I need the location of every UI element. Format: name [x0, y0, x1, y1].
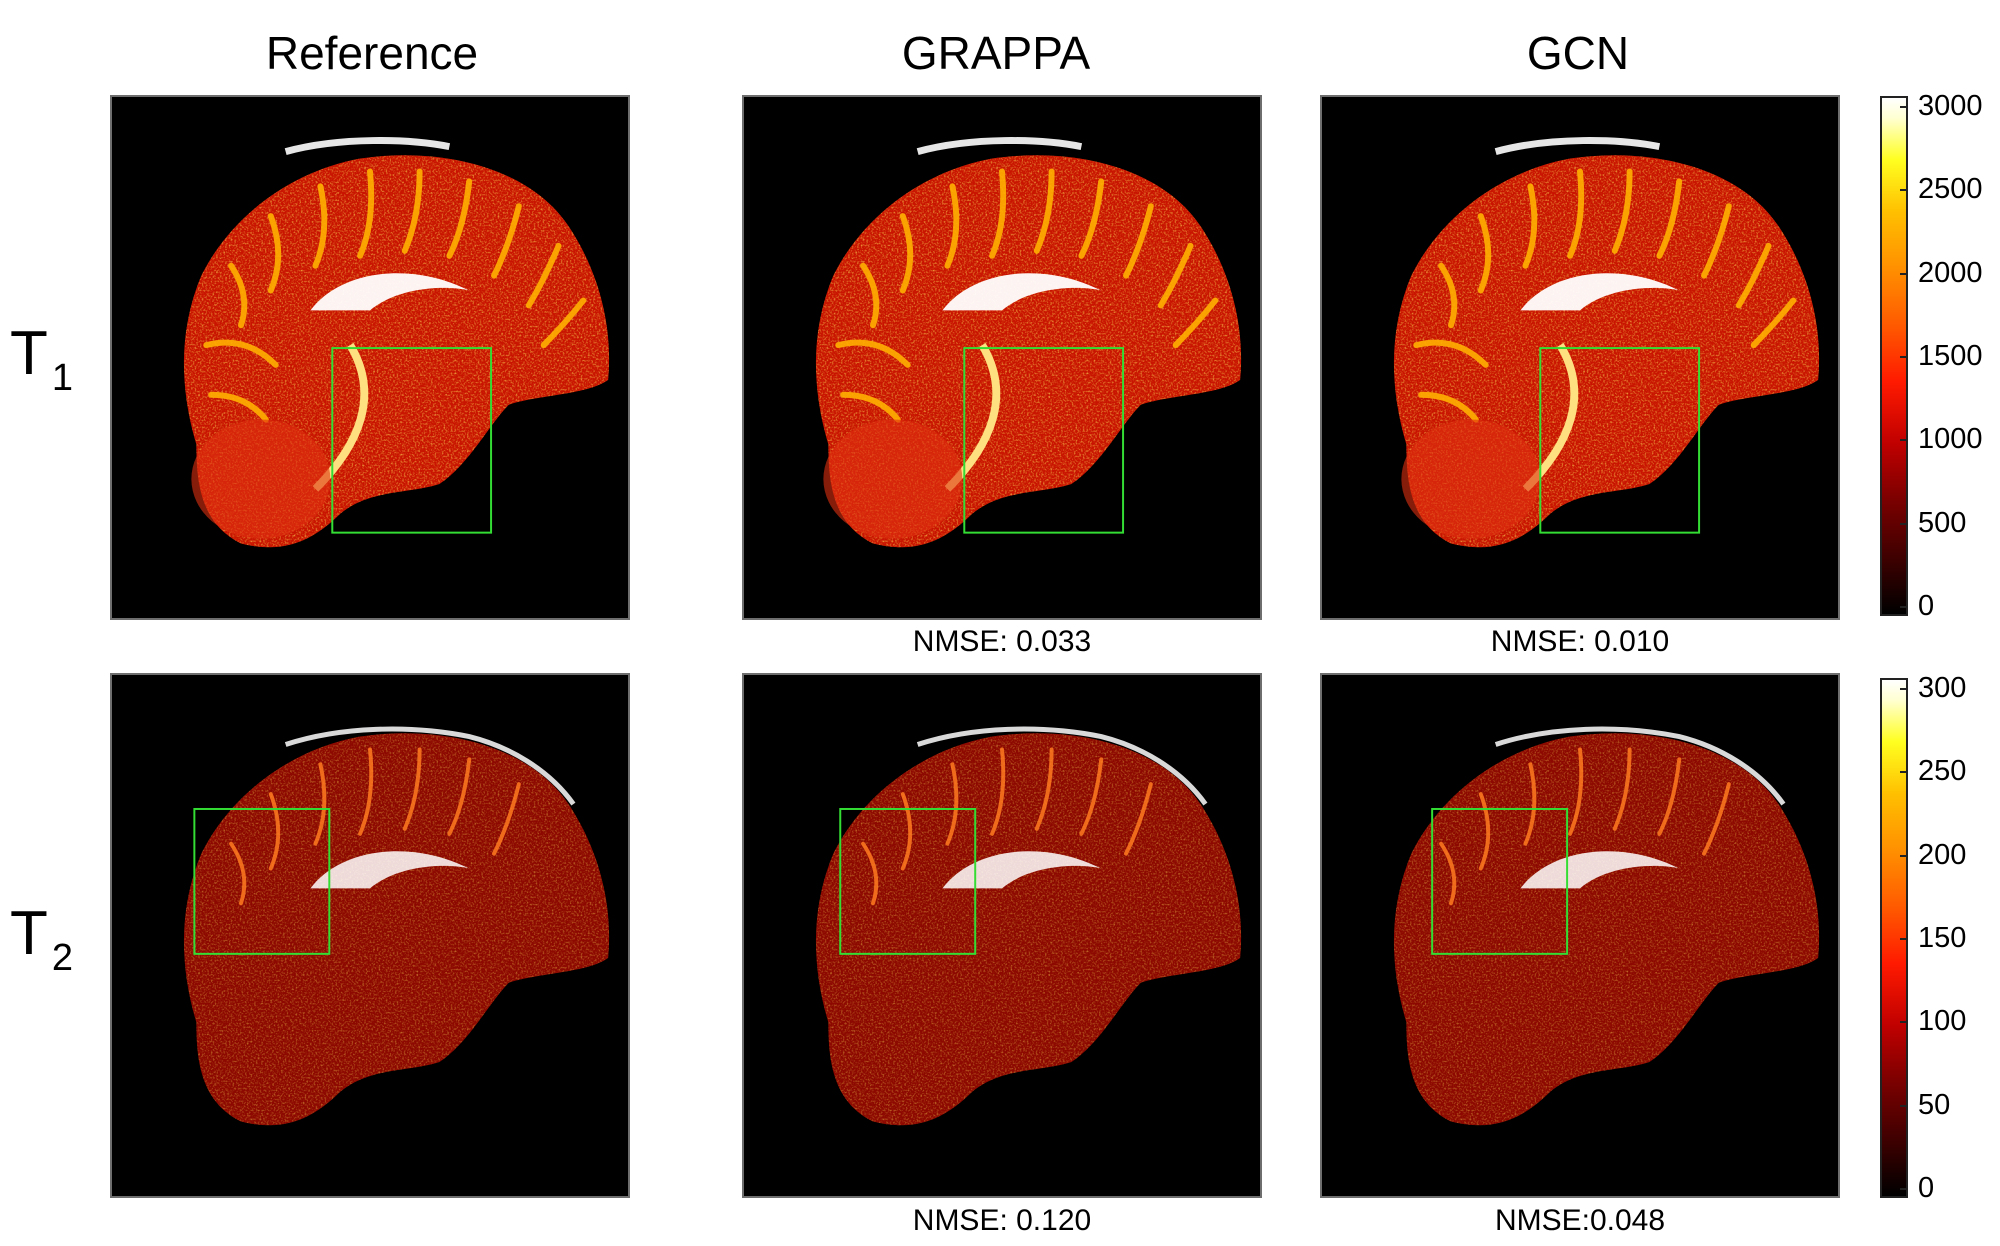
t1-grappa-image [742, 95, 1262, 620]
colorbar-tick-mark [1900, 189, 1908, 192]
roi-box [1431, 807, 1569, 955]
column-title-gcn: GCN [1526, 27, 1630, 79]
colorbar-tick-label: 50 [1918, 1088, 1951, 1121]
roi-box [331, 347, 493, 534]
colorbar-t1 [1880, 96, 1908, 616]
colorbar-tick-label: 150 [1918, 922, 1967, 954]
colorbar-tick-mark [1900, 522, 1908, 525]
colorbar-tick-label: 3000 [1918, 90, 1983, 122]
colorbar-tick-mark [1900, 106, 1908, 108]
column-title-grappa: GRAPPA [901, 27, 1091, 79]
t2-gcn-image [1320, 673, 1840, 1198]
colorbar-tick-label: 200 [1918, 838, 1967, 871]
nmse-t1-gcn: NMSE: 0.010 [1490, 625, 1670, 658]
colorbar-tick-mark [1900, 272, 1908, 275]
colorbar-tick-mark [1900, 439, 1908, 442]
roi-box [193, 807, 331, 955]
colorbar-tick-mark [1900, 688, 1908, 690]
column-title-reference: Reference [265, 27, 479, 79]
colorbar-tick-label: 1500 [1918, 340, 1983, 372]
colorbar-tick-label: 2000 [1918, 256, 1983, 289]
colorbar-tick-mark [1900, 356, 1908, 358]
colorbar-tick-label: 1000 [1918, 423, 1983, 456]
colorbar-tick-label: 250 [1918, 755, 1967, 788]
roi-box [839, 807, 977, 955]
colorbar-tick-mark [1900, 938, 1908, 940]
colorbar-tick-label: 100 [1918, 1005, 1967, 1038]
colorbar-tick-mark [1900, 771, 1908, 774]
colorbar-tick-mark [1900, 1104, 1908, 1107]
t2-reference-image [110, 673, 630, 1198]
colorbar-tick-label: 2500 [1918, 173, 1983, 206]
roi-box [1539, 347, 1701, 534]
t2-grappa-image [742, 673, 1262, 1198]
roi-box [963, 347, 1125, 534]
nmse-t1-grappa: NMSE: 0.033 [912, 625, 1092, 658]
colorbar-tick-mark [1900, 1188, 1908, 1190]
colorbar-tick-mark [1900, 1021, 1908, 1024]
colorbar-tick-mark [1900, 854, 1908, 857]
nmse-t2-grappa: NMSE: 0.120 [912, 1204, 1092, 1237]
colorbar-tick-label: 300 [1918, 672, 1967, 704]
nmse-t2-gcn: NMSE:0.048 [1494, 1204, 1666, 1237]
colorbar-tick-label: 0 [1918, 590, 1935, 622]
colorbar-tick-label: 500 [1918, 506, 1967, 539]
t1-gcn-image [1320, 95, 1840, 620]
colorbar-tick-label: 0 [1918, 1172, 1935, 1204]
t1-reference-image [110, 95, 630, 620]
colorbar-tick-mark [1900, 606, 1908, 608]
